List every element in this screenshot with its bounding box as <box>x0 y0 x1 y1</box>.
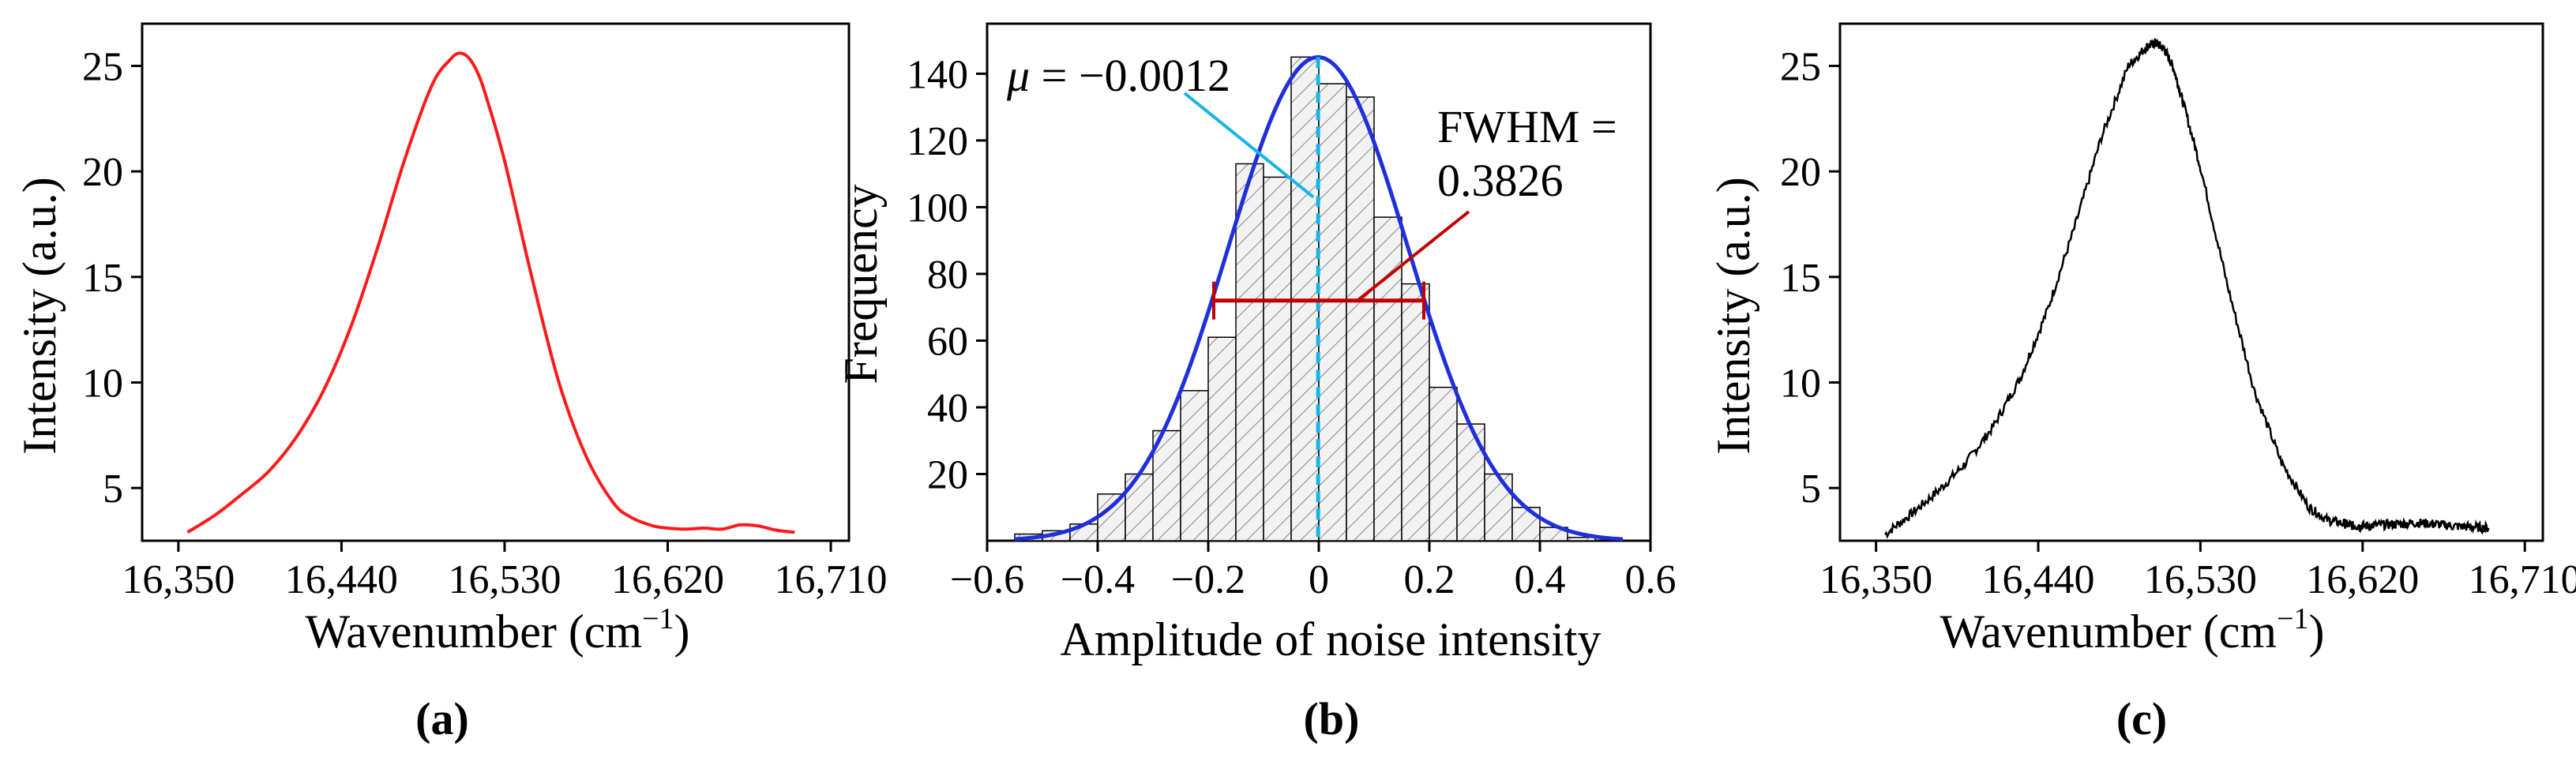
histogram-bar <box>1346 96 1375 542</box>
mean-pointer <box>1183 92 1315 199</box>
fwhm-annotation-line2: 0.3826 <box>1437 155 1564 206</box>
panel-a-ytick-label: 20 <box>82 150 123 195</box>
panel-c-ytick-label: 20 <box>1780 150 1821 195</box>
panel-b-xtick-label: −0.2 <box>1171 557 1245 602</box>
fwhm-annotation-line1: FWHM = <box>1437 101 1617 152</box>
panel-a-frame <box>141 22 851 542</box>
panel-b-xtick-label: 0.2 <box>1404 557 1455 602</box>
panel-b-xtick-label: 0 <box>1309 557 1329 602</box>
mean-symbol: μ <box>1006 50 1030 101</box>
panel-b-ytick-label: 120 <box>907 119 968 164</box>
panel-a-xtick-label: 16,440 <box>285 557 398 602</box>
histogram-bar <box>1097 493 1126 542</box>
histogram-bar <box>1373 216 1403 542</box>
panel-b-xtick-label: −0.6 <box>950 557 1024 602</box>
histogram-bar <box>1567 537 1596 542</box>
panel-b-xtick-label: −0.4 <box>1061 557 1135 602</box>
panel-c-xtick-label: 16,440 <box>1982 557 2095 602</box>
panel-a: 16,350 16,440 16,530 16,620 16,710510152025 … <box>13 22 888 744</box>
panel-a-xtick-label: 16,710 <box>775 557 888 602</box>
panel-b-xtick-label: 0.6 <box>1625 557 1677 602</box>
panel-c-ytick-label: 10 <box>1780 361 1821 406</box>
panel-b-ytick-label: 20 <box>927 452 968 497</box>
panel-c-ytick-label: 15 <box>1780 256 1821 301</box>
panel-a-xtick-label: 16,530 <box>448 557 561 602</box>
panel-c-xtick-label: 16,620 <box>2306 557 2419 602</box>
panel-b-ytick-label: 80 <box>927 253 968 298</box>
panel-c-frame <box>1838 22 2544 542</box>
panel-a-ytick-label: 5 <box>103 467 123 512</box>
panel-a-xlabel-close: ) <box>674 605 690 658</box>
histogram-bar <box>1401 283 1430 542</box>
panel-a-xtick-label: 16,620 <box>611 557 724 602</box>
panel-c-xtick-label: 16,710 <box>2469 557 2576 602</box>
histogram-bar <box>1539 527 1568 542</box>
panel-b: −0.6 −0.4 −0.2 0 0.2 0.4 0.620406080100120140 … <box>835 22 1677 744</box>
histogram-bar <box>1207 336 1237 542</box>
panel-b-ytick-label: 140 <box>907 52 968 97</box>
panel-c-ytick-label: 25 <box>1780 44 1821 89</box>
panel-a-label: (a) <box>415 693 469 744</box>
panel-b-xtick-label: 0.4 <box>1515 557 1566 602</box>
panel-b-ytick-label: 40 <box>927 386 968 431</box>
panel-c-xlabel: Wavenumber (cm−1) <box>1940 602 2324 658</box>
histogram-bar <box>1235 163 1264 542</box>
panel-c-xtick-label: 16,350 <box>1819 557 1932 602</box>
panel-c-ylabel: Intensity (a.u.) <box>1707 177 1759 455</box>
histogram-bar <box>1429 386 1458 542</box>
panel-c-xlabel-close: ) <box>2309 605 2325 658</box>
histogram-bar <box>1125 473 1154 542</box>
panel-c-xtick-label: 16,530 <box>2144 557 2257 602</box>
panel-b-ytick-label: 60 <box>927 319 968 364</box>
panel-c: 16,350 16,440 16,530 16,620 16,710510152025 … <box>1707 22 2576 744</box>
histogram-bar <box>1456 423 1485 542</box>
histogram-bar <box>1180 390 1209 542</box>
panel-b-xlabel: Amplitude of noise intensity <box>1061 613 1602 665</box>
panel-b-ytick-label: 100 <box>907 186 968 231</box>
histogram-bar <box>1484 473 1513 542</box>
panel-c-xlabel-main: Wavenumber (cm <box>1940 605 2277 658</box>
panel-c-ytick-label: 5 <box>1801 467 1821 512</box>
panel-b-ylabel: Frequency <box>835 184 887 384</box>
panel-a-ylabel: Intensity (a.u.) <box>13 177 66 455</box>
panel-c-series-line <box>1884 38 2490 539</box>
panel-a-xlabel-main: Wavenumber (cm <box>305 605 642 658</box>
histogram-bar <box>1511 506 1541 542</box>
mean-annotation: μ = −0.0012 <box>1006 50 1230 101</box>
fwhm-pointer <box>1356 210 1470 302</box>
panel-a-ytick-label: 10 <box>82 361 123 406</box>
panel-a-xlabel: Wavenumber (cm−1) <box>305 602 689 658</box>
panel-a-series-line <box>186 51 795 534</box>
panel-a-ytick-label: 15 <box>82 256 123 301</box>
histogram-bar <box>1263 176 1292 542</box>
panel-a-xlabel-sup: −1 <box>642 602 674 635</box>
panel-a-xtick-label: 16,350 <box>122 557 235 602</box>
panel-b-label: (b) <box>1304 693 1360 744</box>
panel-c-label: (c) <box>2116 693 2167 744</box>
mean-value: = −0.0012 <box>1030 50 1230 101</box>
panel-c-xlabel-sup: −1 <box>2277 602 2308 635</box>
panel-a-ytick-label: 25 <box>82 44 123 89</box>
histogram-bar <box>1318 83 1347 542</box>
